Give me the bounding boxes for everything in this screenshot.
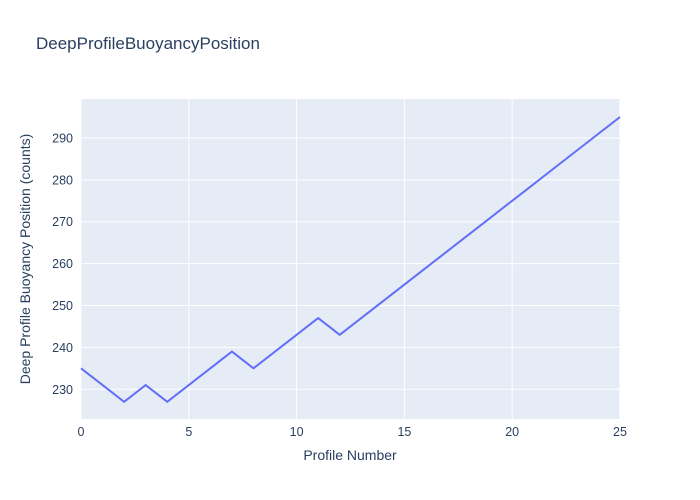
x-tick-label: 10	[290, 425, 304, 439]
plot-area	[81, 99, 620, 419]
series-line	[80, 116, 621, 403]
y-tick-label: 250	[52, 299, 73, 313]
x-tick-label: 0	[78, 425, 85, 439]
x-tick-label: 25	[613, 425, 627, 439]
y-tick-label: 280	[52, 173, 73, 187]
y-axis-title: Deep Profile Buoyancy Position (counts)	[17, 133, 33, 385]
x-tick-label: 15	[397, 425, 411, 439]
y-tick-label: 230	[52, 383, 73, 397]
chart-title: DeepProfileBuoyancyPosition	[36, 34, 260, 53]
x-tick-label: 5	[185, 425, 192, 439]
y-tick-label: 270	[52, 215, 73, 229]
y-tick-label: 290	[52, 131, 73, 145]
x-tick-label: 20	[505, 425, 519, 439]
y-tick-label: 240	[52, 341, 73, 355]
x-axis-title: Profile Number	[303, 447, 397, 463]
y-tick-label: 260	[52, 257, 73, 271]
